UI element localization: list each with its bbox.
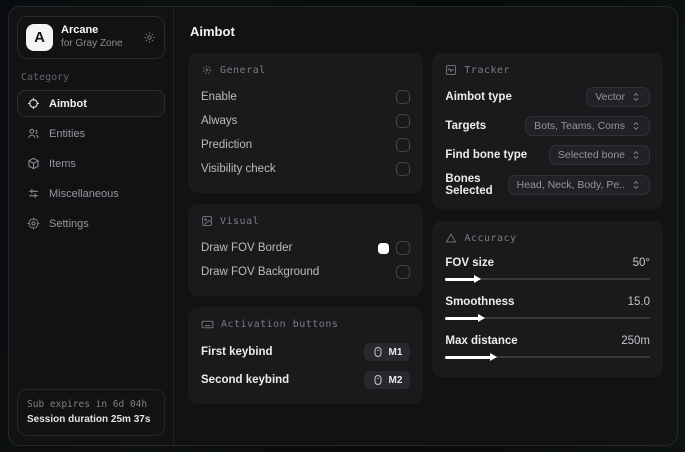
category-label: Category xyxy=(21,72,70,83)
first-keybind-button[interactable]: M1 xyxy=(363,343,411,361)
box-icon xyxy=(27,157,40,170)
setting-row-draw-fov-border: Draw FOV Border xyxy=(201,237,411,259)
sidebar-nav: Aimbot Entities Items xyxy=(17,90,165,237)
sidebar-item-label: Settings xyxy=(49,217,89,230)
crosshair-dashed-icon xyxy=(201,64,213,76)
bones-selected-dropdown[interactable]: Head, Neck, Body, Pe.. xyxy=(507,175,650,195)
card-title: Tracker xyxy=(464,64,511,76)
main-content: Aimbot General Enable xyxy=(174,7,677,445)
card-title: Visual xyxy=(220,215,260,227)
setting-row-draw-fov-background: Draw FOV Background xyxy=(201,261,411,283)
smoothness-slider[interactable] xyxy=(445,313,650,323)
fov-size-slider[interactable] xyxy=(445,274,650,284)
aimbot-type-dropdown[interactable]: Vector xyxy=(586,87,650,107)
fov-size-value: 50° xyxy=(632,257,650,269)
settings-gear-icon xyxy=(27,217,40,230)
gear-icon[interactable] xyxy=(143,31,156,44)
app-header: A Arcane for Gray Zone xyxy=(17,16,165,59)
prediction-checkbox[interactable] xyxy=(396,138,411,152)
targets-dropdown[interactable]: Bots, Teams, Coms xyxy=(525,116,650,136)
sidebar-item-label: Items xyxy=(49,157,76,170)
accuracy-card: Accuracy FOV size 50° xyxy=(432,221,663,377)
setting-row-visibility-check: Visibility check xyxy=(201,158,411,180)
fov-border-color-swatch[interactable] xyxy=(378,242,390,254)
sliders-icon xyxy=(27,187,40,200)
sidebar-item-label: Aimbot xyxy=(49,97,87,110)
tracker-card: Tracker Aimbot type Vector xyxy=(432,53,663,210)
setting-row-always: Always xyxy=(201,110,411,132)
visual-card: Visual Draw FOV Border Draw FOV Backgrou… xyxy=(188,204,424,296)
sidebar-item-entities[interactable]: Entities xyxy=(17,120,165,147)
sidebar-item-label: Miscellaneous xyxy=(49,187,119,200)
draw-fov-border-checkbox[interactable] xyxy=(396,241,411,255)
sub-expiry-text: Sub expires in 6d 04h xyxy=(27,398,148,410)
activity-icon xyxy=(445,64,457,76)
slider-thumb[interactable] xyxy=(474,274,482,283)
crosshair-icon xyxy=(27,97,40,110)
image-icon xyxy=(201,215,213,227)
visibility-check-checkbox[interactable] xyxy=(396,162,411,176)
slider-thumb[interactable] xyxy=(478,313,486,322)
sidebar-item-aimbot[interactable]: Aimbot xyxy=(17,90,165,117)
mouse-icon xyxy=(372,346,384,358)
setting-row-first-keybind: First keybind M1 xyxy=(201,341,411,363)
setting-row-enable: Enable xyxy=(201,86,411,108)
sidebar: A Arcane for Gray Zone Category xyxy=(9,7,174,445)
setting-row-targets: Targets Bots, Teams, Coms xyxy=(445,115,650,137)
second-keybind-button[interactable]: M2 xyxy=(363,371,411,389)
app-subtitle: for Gray Zone xyxy=(61,38,123,50)
page-title: Aimbot xyxy=(190,24,235,39)
chevrons-up-down-icon xyxy=(631,150,641,160)
activation-buttons-card: Activation buttons First keybind xyxy=(188,307,424,404)
general-card: General Enable Always Prediction xyxy=(188,53,424,193)
max-distance-slider[interactable] xyxy=(445,352,650,362)
sidebar-item-miscellaneous[interactable]: Miscellaneous xyxy=(17,180,165,207)
enable-checkbox[interactable] xyxy=(396,90,411,104)
keyboard-icon xyxy=(201,318,214,331)
triangle-icon xyxy=(445,232,457,244)
setting-row-max-distance: Max distance 250m xyxy=(445,332,650,362)
setting-row-fov-size: FOV size 50° xyxy=(445,254,650,284)
setting-row-bones-selected: Bones Selected Head, Neck, Body, Pe.. xyxy=(445,173,650,197)
draw-fov-background-checkbox[interactable] xyxy=(396,265,411,279)
session-duration-text: Session duration 25m 37s xyxy=(27,414,151,425)
setting-row-second-keybind: Second keybind M2 xyxy=(201,369,411,391)
app-window: A Arcane for Gray Zone Category xyxy=(8,6,678,446)
card-title: Activation buttons xyxy=(221,319,339,330)
always-checkbox[interactable] xyxy=(396,114,411,128)
card-title: General xyxy=(220,64,266,76)
subscription-info: Sub expires in 6d 04h Session duration 2… xyxy=(17,388,165,436)
setting-row-prediction: Prediction xyxy=(201,134,411,156)
entities-icon xyxy=(27,127,40,140)
find-bone-type-dropdown[interactable]: Selected bone xyxy=(548,145,650,165)
setting-row-find-bone-type: Find bone type Selected bone xyxy=(445,144,650,166)
slider-thumb[interactable] xyxy=(490,352,498,361)
chevrons-up-down-icon xyxy=(631,180,641,190)
smoothness-value: 15.0 xyxy=(627,296,650,308)
card-title: Accuracy xyxy=(464,232,517,244)
app-name: Arcane xyxy=(61,24,99,37)
sidebar-item-settings[interactable]: Settings xyxy=(17,210,165,237)
sidebar-item-label: Entities xyxy=(49,127,86,140)
mouse-icon xyxy=(372,374,384,386)
max-distance-value: 250m xyxy=(621,335,650,347)
setting-row-smoothness: Smoothness 15.0 xyxy=(445,293,650,323)
app-logo: A xyxy=(26,24,53,51)
chevrons-up-down-icon xyxy=(631,92,641,102)
chevrons-up-down-icon xyxy=(631,121,641,131)
setting-row-aimbot-type: Aimbot type Vector xyxy=(445,86,650,108)
sidebar-item-items[interactable]: Items xyxy=(17,150,165,177)
